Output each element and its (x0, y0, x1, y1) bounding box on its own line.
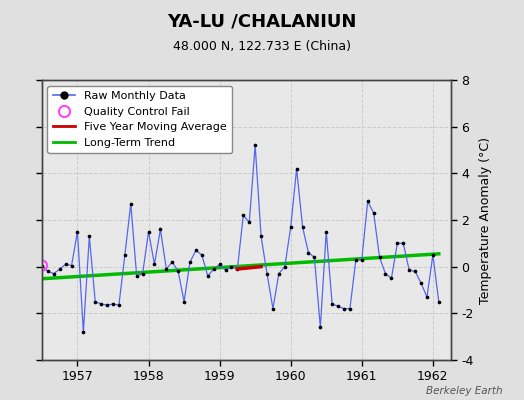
Point (38, 262, 46, 269)
Point (133, 273, 141, 279)
Point (381, 270, 390, 277)
Point (245, 219, 254, 226)
Point (269, 306, 277, 312)
Point (91, 298, 100, 305)
Point (352, 256, 360, 263)
Point (369, 210, 378, 216)
Point (168, 259, 177, 265)
Point (346, 306, 354, 312)
Point (399, 240, 408, 246)
Point (43, 268, 52, 274)
Point (203, 273, 212, 279)
Point (79, 329, 88, 335)
Point (233, 266, 242, 272)
Point (227, 264, 236, 270)
Point (340, 306, 348, 312)
Text: 48.000 N, 122.733 E (China): 48.000 N, 122.733 E (China) (173, 40, 351, 53)
Point (210, 266, 218, 272)
Point (174, 268, 182, 274)
Point (375, 254, 384, 260)
Point (434, 298, 443, 305)
Point (334, 303, 342, 310)
Point (97, 301, 105, 307)
Point (150, 261, 159, 268)
Point (38, 262, 46, 269)
Point (162, 266, 170, 272)
Point (405, 267, 413, 273)
Point (310, 254, 319, 260)
Point (138, 270, 147, 277)
Point (423, 294, 431, 300)
Point (121, 252, 129, 258)
Point (26, 231, 34, 237)
Point (73, 228, 82, 235)
Point (281, 264, 289, 270)
Point (215, 261, 224, 268)
Point (127, 200, 135, 207)
Point (32, 267, 40, 273)
Legend: Raw Monthly Data, Quality Control Fail, Five Year Moving Average, Long-Term Tren: Raw Monthly Data, Quality Control Fail, … (48, 86, 233, 153)
Point (364, 198, 372, 204)
Y-axis label: Temperature Anomaly (°C): Temperature Anomaly (°C) (479, 136, 492, 304)
Point (263, 270, 271, 277)
Point (328, 301, 336, 307)
Point (292, 166, 301, 172)
Point (257, 233, 265, 240)
Point (275, 270, 283, 277)
Point (61, 261, 70, 268)
Point (429, 252, 437, 258)
Point (304, 250, 313, 256)
Point (298, 224, 307, 230)
Point (115, 302, 123, 308)
Point (103, 302, 111, 308)
Point (50, 270, 58, 277)
Point (186, 259, 194, 265)
Point (109, 301, 117, 307)
Point (411, 268, 419, 274)
Point (85, 233, 93, 240)
Point (251, 142, 259, 148)
Point (417, 280, 425, 286)
Point (316, 324, 324, 330)
Point (32, 267, 40, 273)
Point (180, 298, 188, 305)
Point (287, 224, 295, 230)
Point (357, 256, 366, 263)
Point (239, 212, 247, 218)
Point (56, 266, 64, 272)
Text: YA-LU /CHALANIUN: YA-LU /CHALANIUN (167, 12, 357, 30)
Point (144, 228, 152, 235)
Point (156, 226, 165, 232)
Point (68, 262, 76, 269)
Point (221, 267, 230, 273)
Point (393, 240, 401, 246)
Point (192, 247, 200, 254)
Point (322, 228, 331, 235)
Point (387, 275, 396, 282)
Point (198, 252, 206, 258)
Text: Berkeley Earth: Berkeley Earth (427, 386, 503, 396)
